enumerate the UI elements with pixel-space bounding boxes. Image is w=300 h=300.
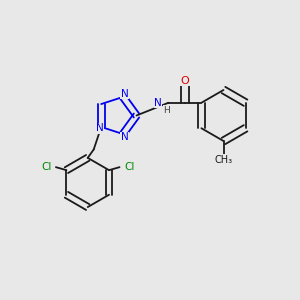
Text: N: N <box>96 124 104 134</box>
Text: H: H <box>164 106 170 115</box>
Text: Cl: Cl <box>124 162 134 172</box>
Text: O: O <box>181 76 189 86</box>
Text: N: N <box>154 98 162 108</box>
Text: N: N <box>121 89 128 99</box>
Text: CH₃: CH₃ <box>214 155 232 165</box>
Text: Cl: Cl <box>41 162 51 172</box>
Text: N: N <box>121 132 128 142</box>
